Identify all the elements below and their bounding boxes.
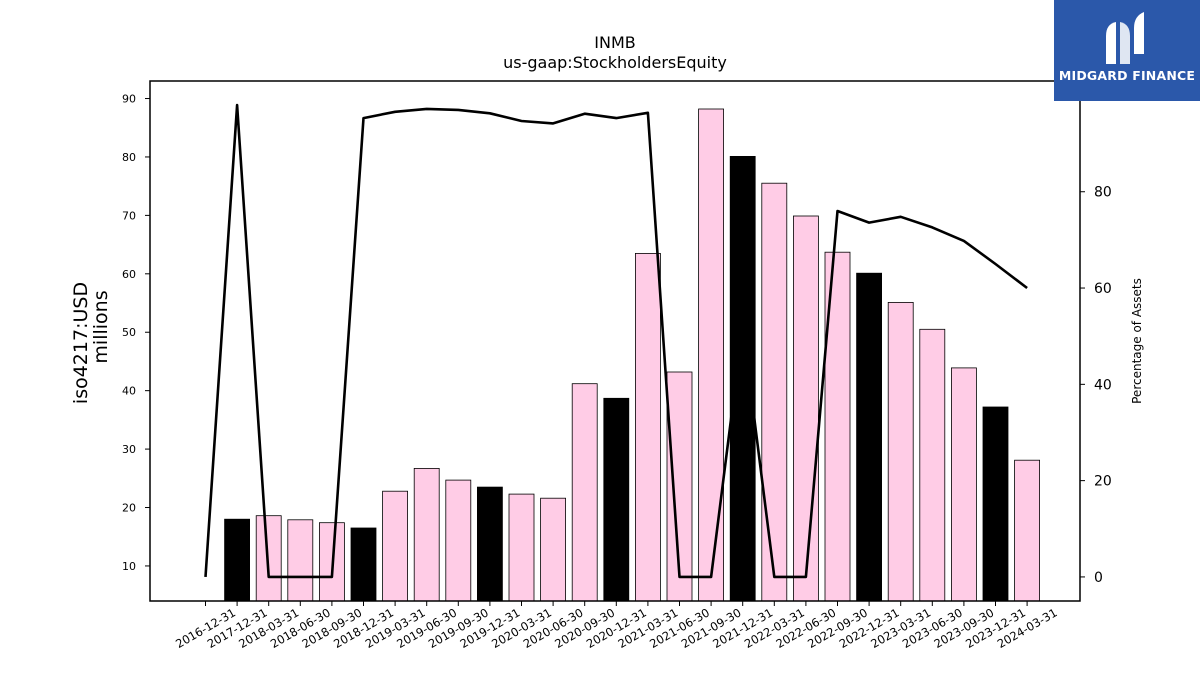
logo: MIDGARD FINANCE [1054, 0, 1200, 101]
bar-2023-09-30 [951, 367, 977, 602]
bars [224, 108, 1040, 602]
bar-2021-12-31 [729, 155, 756, 602]
bar-2020-06-30 [540, 497, 566, 602]
chart-title: INMB [594, 33, 635, 52]
bar-2017-12-31 [224, 518, 251, 602]
bar-2019-09-30 [445, 479, 472, 602]
y-tick-label-60: 60 [122, 268, 136, 281]
bar-2020-09-30 [571, 383, 598, 602]
y2-tick-label-80: 80 [1094, 185, 1112, 201]
bar-2020-12-31 [603, 397, 630, 602]
y-tick-label-40: 40 [122, 385, 136, 398]
bar-2018-12-31 [350, 527, 377, 602]
logo-text: MIDGARD FINANCE [1058, 68, 1196, 83]
percentage-line [204, 103, 1028, 579]
bar-2021-03-31 [635, 252, 661, 602]
y-tick-label-80: 80 [122, 151, 136, 164]
bar-2018-06-30 [287, 519, 314, 602]
bar-2022-06-30 [793, 215, 819, 602]
y2-tick-label-0: 0 [1094, 570, 1103, 586]
y-axis-label: iso4217:USD [70, 282, 92, 404]
y2-tick-label-60: 60 [1094, 281, 1112, 297]
bar-2019-03-31 [382, 490, 409, 602]
bar-2019-12-31 [476, 486, 503, 602]
y2-tick-label-20: 20 [1094, 474, 1112, 490]
x-axis: 2016-12-312017-12-312018-03-312018-06-30… [173, 601, 1060, 651]
bar-2019-06-30 [413, 467, 440, 602]
bar-2022-12-31 [856, 272, 882, 602]
bar-2021-09-30 [698, 108, 724, 602]
y-tick-label-10: 10 [122, 560, 136, 573]
line-layer [204, 103, 1028, 579]
chart-subtitle: us-gaap:StockholdersEquity [503, 53, 727, 72]
y-tick-label-70: 70 [122, 209, 136, 222]
y2-axis-label: Percentage of Assets [1130, 278, 1144, 404]
y2-tick-label-40: 40 [1094, 377, 1112, 393]
bar-2022-03-31 [761, 182, 788, 602]
y-axis-right: 020406080100 [1080, 88, 1121, 586]
y-tick-label-20: 20 [122, 502, 136, 515]
bar-2023-12-31 [982, 406, 1009, 602]
y-axis-label-units: millions [90, 290, 112, 363]
bar-2023-06-30 [919, 328, 946, 602]
logo-mark-icon [1106, 12, 1144, 64]
y-axis-left: 10 20 30 40 50 60 70 80 90 [122, 93, 150, 573]
bar-2024-03-31 [1014, 459, 1040, 602]
bar-2020-03-31 [508, 493, 535, 602]
y-tick-label-90: 90 [122, 93, 136, 106]
bar-2023-03-31 [887, 301, 914, 602]
plot-frame [149, 80, 1081, 602]
y-tick-label-50: 50 [122, 326, 136, 339]
y-tick-label-30: 30 [122, 443, 136, 456]
